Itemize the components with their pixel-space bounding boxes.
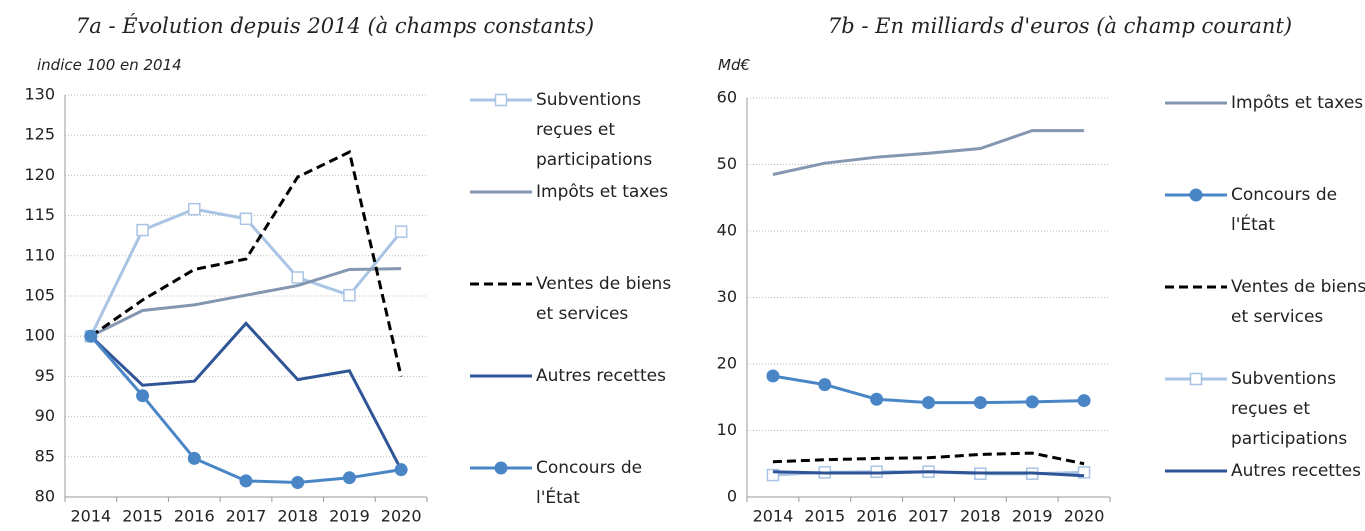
y-tick-label: 40 bbox=[717, 221, 737, 240]
marker bbox=[291, 476, 305, 490]
y-tick-label: 80 bbox=[35, 487, 55, 506]
legend-label: Ventes de biens et services bbox=[536, 274, 672, 324]
x-tick-label: 2017 bbox=[226, 507, 267, 526]
legend-label: Ventes de biens et services bbox=[1231, 277, 1365, 327]
x-tick-label: 2016 bbox=[174, 507, 215, 526]
legend-label: Autres recettes bbox=[536, 366, 666, 386]
x-tick-label: 2018 bbox=[960, 507, 1001, 526]
y-tick-label: 130 bbox=[24, 85, 55, 104]
marker bbox=[1189, 372, 1203, 386]
legend-label: Subventions reçues et participations bbox=[1231, 369, 1348, 449]
x-tick-label: 2019 bbox=[1012, 507, 1053, 526]
x-tick-label: 2020 bbox=[1064, 507, 1105, 526]
legend-label: Autres recettes bbox=[1231, 461, 1361, 481]
x-tick-label: 2019 bbox=[329, 507, 370, 526]
line bbox=[772, 470, 1085, 478]
marker bbox=[136, 223, 149, 237]
marker bbox=[188, 202, 201, 216]
line bbox=[89, 321, 403, 471]
y-axis-label: Md€ bbox=[718, 56, 751, 74]
marker bbox=[1025, 395, 1039, 409]
marker bbox=[1189, 188, 1203, 202]
y-tick-label: 90 bbox=[35, 406, 55, 425]
line bbox=[90, 267, 402, 338]
marker bbox=[818, 378, 832, 392]
chart-title: 7a - Évolution depuis 2014 (à champs con… bbox=[75, 14, 595, 38]
x-tick-label: 2014 bbox=[753, 507, 794, 526]
x-tick-label: 2016 bbox=[856, 507, 897, 526]
y-tick-label: 115 bbox=[24, 205, 55, 224]
marker bbox=[343, 288, 356, 302]
marker bbox=[922, 396, 935, 410]
legend-label: Concours de l'État bbox=[1231, 185, 1338, 235]
y-tick-label: 20 bbox=[717, 354, 737, 373]
y-tick-label: 100 bbox=[24, 326, 55, 345]
y-tick-label: 60 bbox=[717, 88, 737, 107]
legend-label: Impôts et taxes bbox=[536, 182, 669, 202]
x-tick-label: 2017 bbox=[908, 507, 949, 526]
marker bbox=[494, 461, 508, 475]
y-tick-label: 125 bbox=[24, 125, 55, 144]
marker bbox=[239, 212, 253, 226]
marker bbox=[84, 329, 98, 343]
marker bbox=[291, 271, 304, 284]
x-tick-label: 2014 bbox=[70, 507, 111, 526]
x-tick-label: 2015 bbox=[804, 507, 845, 526]
marker bbox=[136, 389, 150, 403]
y-tick-label: 105 bbox=[24, 286, 55, 305]
x-tick-label: 2018 bbox=[277, 507, 318, 526]
marker bbox=[1077, 466, 1091, 479]
marker bbox=[766, 369, 780, 383]
legend-label: Impôts et taxes bbox=[1231, 93, 1364, 113]
marker bbox=[494, 93, 508, 107]
marker bbox=[239, 474, 253, 488]
line bbox=[89, 149, 403, 377]
marker bbox=[342, 471, 356, 485]
line bbox=[89, 335, 402, 485]
line bbox=[772, 129, 1085, 176]
x-tick-label: 2015 bbox=[122, 507, 163, 526]
y-tick-label: 30 bbox=[717, 287, 737, 306]
y-tick-label: 50 bbox=[717, 154, 737, 173]
marker bbox=[1077, 394, 1091, 408]
marker bbox=[766, 468, 780, 482]
legend-label: Subventions reçues et participations bbox=[536, 90, 653, 170]
y-tick-label: 120 bbox=[24, 165, 55, 184]
y-tick-label: 85 bbox=[35, 446, 55, 465]
legend-label: Concours de l'État bbox=[536, 458, 643, 508]
marker bbox=[394, 463, 408, 477]
y-tick-label: 10 bbox=[717, 420, 737, 439]
y-tick-label: 0 bbox=[727, 487, 737, 506]
y-axis-label: indice 100 en 2014 bbox=[37, 56, 182, 74]
marker bbox=[187, 451, 201, 465]
y-tick-label: 110 bbox=[24, 245, 55, 264]
line bbox=[772, 451, 1085, 466]
y-tick-label: 95 bbox=[35, 366, 55, 385]
marker bbox=[394, 225, 408, 238]
x-tick-label: 2020 bbox=[381, 507, 422, 526]
marker bbox=[973, 396, 987, 410]
chart-title: 7b - En milliards d'euros (à champ coura… bbox=[827, 14, 1293, 38]
marker bbox=[870, 392, 884, 406]
